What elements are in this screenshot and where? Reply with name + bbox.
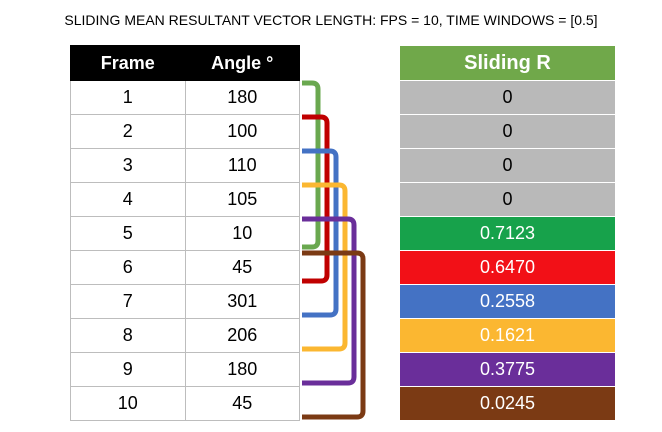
frame-angle-table: Frame Angle ° 1 180 2 100 3 110 4 105 5 10 6 45 7 301… [70, 45, 300, 421]
sliding-row: 0.6470 [399, 250, 616, 285]
table-row: 2 100 [70, 114, 300, 149]
frame-cell: 1 [70, 80, 186, 115]
frame-cell: 8 [70, 318, 186, 353]
sliding-row: 0.2558 [399, 284, 616, 319]
sliding-header-row: Sliding R [399, 45, 616, 81]
table-header-row: Frame Angle ° [70, 45, 300, 81]
frame-cell: 6 [70, 250, 186, 285]
sliding-row: 0 [399, 148, 616, 183]
angle-cell: 180 [184, 352, 300, 387]
table-row: 9 180 [70, 352, 300, 387]
window-bracket-1 [302, 80, 321, 250]
frame-cell: 9 [70, 352, 186, 387]
sliding-row: 0.0245 [399, 386, 616, 421]
sliding-r-cell: 0 [399, 114, 616, 149]
angle-cell: 180 [184, 80, 300, 115]
table-row: 5 10 [70, 216, 300, 251]
frame-cell: 3 [70, 148, 186, 183]
angle-cell: 45 [184, 386, 300, 421]
sliding-row: 0.1621 [399, 318, 616, 353]
sliding-row: 0 [399, 182, 616, 217]
angle-column-header: Angle ° [184, 45, 300, 81]
chart-title: SLIDING MEAN RESULTANT VECTOR LENGTH: FP… [64, 12, 598, 28]
frame-cell: 2 [70, 114, 186, 149]
sliding-row: 0.3775 [399, 352, 616, 387]
sliding-r-cell: 0.7123 [399, 216, 616, 251]
sliding-r-cell: 0.0245 [399, 386, 616, 421]
frame-cell: 4 [70, 182, 186, 217]
sliding-r-cell: 0 [399, 80, 616, 115]
window-brackets [302, 80, 366, 420]
table-row: 4 105 [70, 182, 300, 217]
frame-cell: 5 [70, 216, 186, 251]
table-row: 10 45 [70, 386, 300, 421]
sliding-r-cell: 0.3775 [399, 352, 616, 387]
sliding-r-cell: 0.6470 [399, 250, 616, 285]
window-bracket-3 [302, 148, 339, 318]
sliding-r-table: Sliding R 0 0 0 0 0.7123 0.6470 0.2558 0.1621 0.… [399, 45, 616, 421]
angle-cell: 206 [184, 318, 300, 353]
sliding-r-header: Sliding R [399, 45, 616, 81]
sliding-r-cell: 0.2558 [399, 284, 616, 319]
window-bracket-2 [302, 114, 330, 284]
frame-cell: 10 [70, 386, 186, 421]
frame-column-header: Frame [70, 45, 186, 81]
window-bracket-5 [302, 216, 357, 386]
sliding-row: 0.7123 [399, 216, 616, 251]
sliding-r-cell: 0 [399, 148, 616, 183]
frame-cell: 7 [70, 284, 186, 319]
sliding-row: 0 [399, 80, 616, 115]
table-row: 6 45 [70, 250, 300, 285]
angle-cell: 100 [184, 114, 300, 149]
angle-cell: 10 [184, 216, 300, 251]
sliding-row: 0 [399, 114, 616, 149]
table-row: 3 110 [70, 148, 300, 183]
sliding-r-cell: 0.1621 [399, 318, 616, 353]
angle-cell: 45 [184, 250, 300, 285]
window-bracket-4 [302, 182, 348, 352]
sliding-r-cell: 0 [399, 182, 616, 217]
table-row: 7 301 [70, 284, 300, 319]
table-row: 8 206 [70, 318, 300, 353]
angle-cell: 110 [184, 148, 300, 183]
angle-cell: 105 [184, 182, 300, 217]
angle-cell: 301 [184, 284, 300, 319]
table-row: 1 180 [70, 80, 300, 115]
window-bracket-6 [302, 250, 366, 420]
